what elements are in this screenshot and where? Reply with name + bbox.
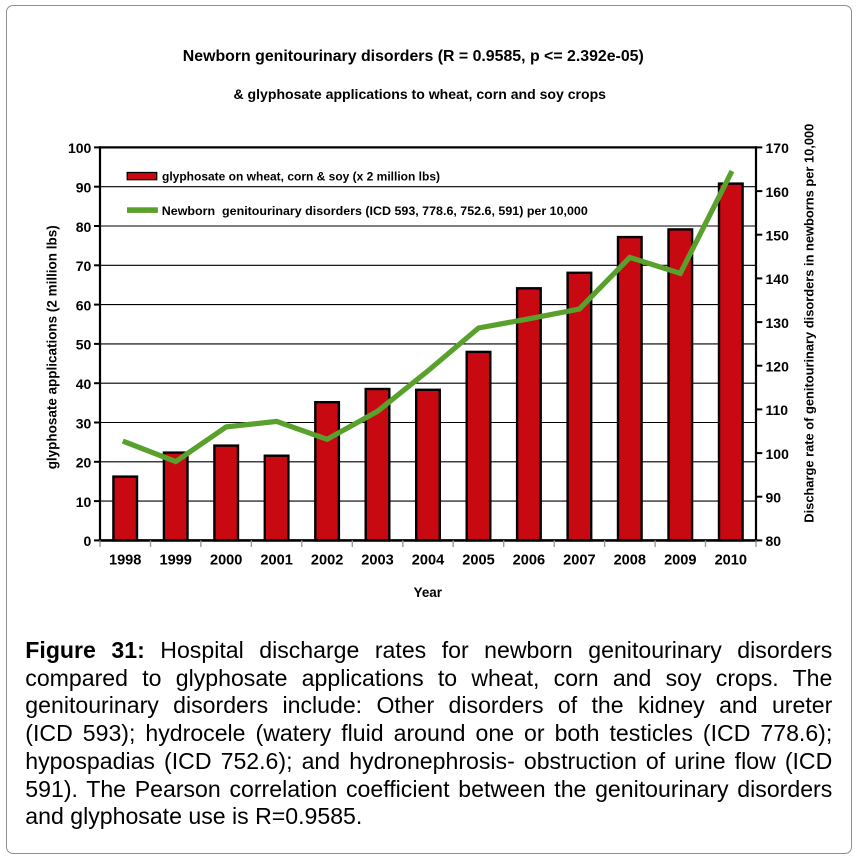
svg-text:90: 90 xyxy=(766,490,782,506)
svg-text:70: 70 xyxy=(76,258,92,274)
svg-text:2007: 2007 xyxy=(563,553,595,569)
svg-text:130: 130 xyxy=(766,315,790,331)
svg-text:2009: 2009 xyxy=(664,553,696,569)
svg-text:2001: 2001 xyxy=(260,553,292,569)
svg-text:40: 40 xyxy=(76,376,92,392)
svg-text:Year: Year xyxy=(414,584,443,600)
svg-text:30: 30 xyxy=(76,415,92,431)
svg-text:2008: 2008 xyxy=(614,553,646,569)
svg-text:& glyphosate applications to w: & glyphosate applications to wheat, corn… xyxy=(234,86,607,102)
svg-text:160: 160 xyxy=(766,184,790,200)
svg-text:2004: 2004 xyxy=(412,553,445,569)
svg-text:0: 0 xyxy=(84,533,92,549)
svg-text:Newborn genitourinary disorde: Newborn genitourinary disorders (ICD 593… xyxy=(162,204,588,218)
svg-text:80: 80 xyxy=(766,533,782,549)
svg-text:10: 10 xyxy=(76,494,92,510)
svg-text:100: 100 xyxy=(68,140,92,156)
svg-text:Newborn genitourinary disorder: Newborn genitourinary disorders (R = 0.9… xyxy=(183,48,644,65)
svg-text:170: 170 xyxy=(766,140,790,156)
svg-text:120: 120 xyxy=(766,359,790,375)
svg-text:glyphosate on wheat, corn & so: glyphosate on wheat, corn & soy (x 2 mil… xyxy=(162,171,440,184)
svg-text:2003: 2003 xyxy=(361,553,393,569)
svg-text:2006: 2006 xyxy=(513,553,545,569)
svg-text:2002: 2002 xyxy=(311,553,343,569)
svg-text:2000: 2000 xyxy=(210,553,242,569)
svg-text:1999: 1999 xyxy=(159,553,191,569)
svg-text:90: 90 xyxy=(76,180,92,196)
svg-text:80: 80 xyxy=(76,219,92,235)
svg-text:2010: 2010 xyxy=(715,553,747,569)
svg-text:150: 150 xyxy=(766,228,790,244)
svg-text:Discharge rate of genitourinar: Discharge rate of genitourinary disorder… xyxy=(802,124,817,523)
svg-text:110: 110 xyxy=(766,402,789,418)
svg-text:2005: 2005 xyxy=(462,553,494,569)
svg-text:140: 140 xyxy=(766,271,790,287)
svg-text:50: 50 xyxy=(76,337,92,353)
svg-text:100: 100 xyxy=(766,446,790,462)
svg-text:60: 60 xyxy=(76,297,92,313)
svg-text:20: 20 xyxy=(76,455,92,471)
svg-text:1998: 1998 xyxy=(109,553,141,569)
svg-text:glyphosate applications (2 mil: glyphosate applications (2 million lbs) xyxy=(45,225,60,469)
